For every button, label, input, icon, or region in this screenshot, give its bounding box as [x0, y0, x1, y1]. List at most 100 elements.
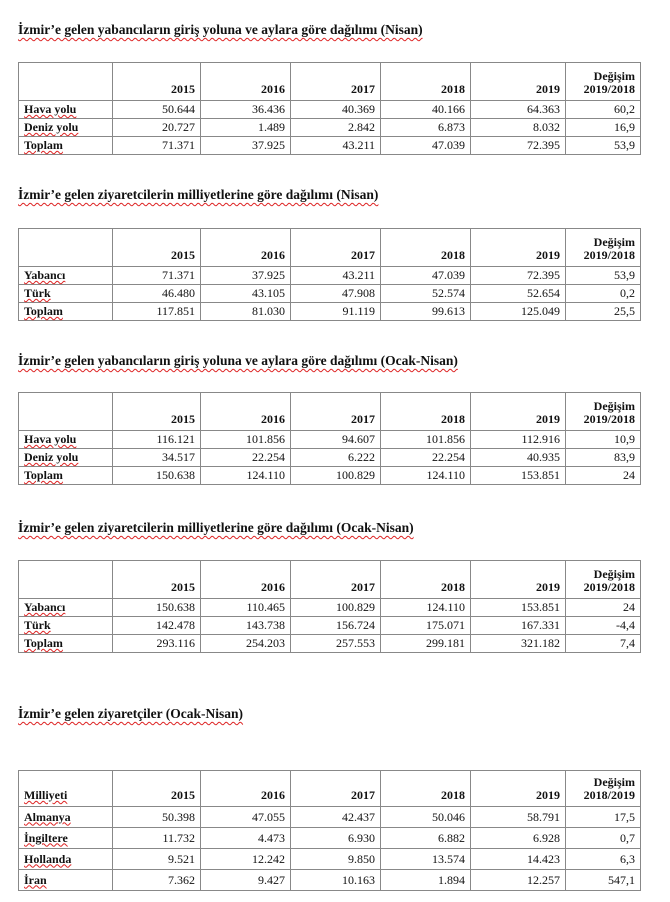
cell: 50.398 — [112, 806, 201, 828]
column-header: 2019 — [470, 770, 566, 807]
cell: 99.613 — [380, 302, 471, 321]
row-label: Yabancı — [18, 266, 113, 285]
column-header: 2018 — [380, 392, 471, 431]
column-header: 2018 — [380, 560, 471, 599]
cell: 52.654 — [470, 284, 566, 303]
row-label: Almanya — [18, 806, 113, 828]
cell: 71.371 — [112, 136, 201, 155]
cell: 6.928 — [470, 827, 566, 849]
cell: 11.732 — [112, 827, 201, 849]
cell: 153.851 — [470, 598, 566, 617]
column-header: 2015 — [112, 62, 201, 101]
row-label: İngiltere — [18, 827, 113, 849]
table-row: Hava yolu 116.121 101.856 94.607 101.856 112.… — [18, 430, 641, 449]
cell: 4.473 — [200, 827, 291, 849]
cell: 299.181 — [380, 634, 471, 653]
cell: 13.574 — [380, 848, 471, 870]
cell: 0,7 — [565, 827, 641, 849]
column-header: 2015 — [112, 770, 201, 807]
cell: 150.638 — [112, 466, 201, 485]
cell: 10.163 — [290, 869, 381, 891]
cell: 47.908 — [290, 284, 381, 303]
table-row: Deniz yolu 34.517 22.254 6.222 22.254 40.935 8… — [18, 448, 641, 467]
section-title: İzmir’e gelen yabancıların giriş yoluna … — [18, 353, 458, 368]
cell: 293.116 — [112, 634, 201, 653]
row-label: Toplam — [18, 136, 113, 155]
table-row: Toplam 117.851 81.030 91.119 99.613 125.049 25… — [18, 302, 641, 321]
row-label: Deniz yolu — [18, 118, 113, 137]
cell: 112.916 — [470, 430, 566, 449]
section-title: İzmir’e gelen yabancıların giriş yoluna … — [18, 22, 423, 37]
data-table: 2015 2016 2017 2018 2019 Değişim 2019/2018 Hav… — [18, 392, 641, 485]
data-table: 2015 2016 2017 2018 2019 Değişim 2019/2018 Hav… — [18, 62, 641, 155]
column-header: 2016 — [200, 392, 291, 431]
column-header: 2016 — [200, 770, 291, 807]
cell: 40.166 — [380, 100, 471, 119]
cell: 321.182 — [470, 634, 566, 653]
cell: 7.362 — [112, 869, 201, 891]
cell: 91.119 — [290, 302, 381, 321]
data-table: Milliyeti 2015 2016 2017 2018 2019 Değişim 201… — [18, 770, 641, 891]
cell: 0,2 — [565, 284, 641, 303]
cell: 125.049 — [470, 302, 566, 321]
table-row: Toplam 150.638 124.110 100.829 124.110 153.85… — [18, 466, 641, 485]
column-header: 2018 — [380, 62, 471, 101]
corner-header: Milliyeti — [18, 770, 113, 807]
cell: 9.521 — [112, 848, 201, 870]
header-row: 2015 2016 2017 2018 2019 Değişim 2019/2018 — [18, 560, 641, 599]
row-label: İran — [18, 869, 113, 891]
column-header: Değişim 2018/2019 — [565, 770, 641, 807]
cell: 547,1 — [565, 869, 641, 891]
section-title: İzmir’e gelen ziyaretcilerin milliyetler… — [18, 187, 379, 202]
column-header: Değişim 2019/2018 — [565, 228, 641, 267]
cell: 50.644 — [112, 100, 201, 119]
column-header: 2016 — [200, 560, 291, 599]
cell: 117.851 — [112, 302, 201, 321]
cell: 94.607 — [290, 430, 381, 449]
column-header: 2017 — [290, 62, 381, 101]
row-label: Türk — [18, 284, 113, 303]
header-row: 2015 2016 2017 2018 2019 Değişim 2019/2018 — [18, 62, 641, 101]
table-row: Yabancı 150.638 110.465 100.829 124.110 153.8… — [18, 598, 641, 617]
column-header: 2016 — [200, 228, 291, 267]
column-header: Değişim 2019/2018 — [565, 560, 641, 599]
header-row: Milliyeti 2015 2016 2017 2018 2019 Değişim 201… — [18, 770, 641, 807]
cell: 9.427 — [200, 869, 291, 891]
cell: 25,5 — [565, 302, 641, 321]
cell: 47.039 — [380, 266, 471, 285]
cell: 47.055 — [200, 806, 291, 828]
cell: 1.489 — [200, 118, 291, 137]
cell: 22.254 — [380, 448, 471, 467]
cell: 47.039 — [380, 136, 471, 155]
cell: 10,9 — [565, 430, 641, 449]
cell: 36.436 — [200, 100, 291, 119]
column-header: Değişim 2019/2018 — [565, 62, 641, 101]
data-table: 2015 2016 2017 2018 2019 Değişim 2019/2018 Yab… — [18, 560, 641, 653]
cell: 16,9 — [565, 118, 641, 137]
cell: 53,9 — [565, 136, 641, 155]
cell: 60,2 — [565, 100, 641, 119]
corner-header — [18, 62, 113, 101]
cell: 6.882 — [380, 827, 471, 849]
section-title: İzmir’e gelen ziyaretcilerin milliyetler… — [18, 520, 414, 535]
table-row: İran 7.362 9.427 10.163 1.894 12.257 547,1 — [18, 869, 641, 891]
cell: 40.369 — [290, 100, 381, 119]
cell: 81.030 — [200, 302, 291, 321]
column-header: 2016 — [200, 62, 291, 101]
cell: 6.222 — [290, 448, 381, 467]
cell: 83,9 — [565, 448, 641, 467]
table-row: İngiltere 11.732 4.473 6.930 6.882 6.928 0,7 — [18, 827, 641, 849]
column-header: Değişim 2019/2018 — [565, 392, 641, 431]
cell: 53,9 — [565, 266, 641, 285]
cell: 124.110 — [380, 466, 471, 485]
cell: 124.110 — [380, 598, 471, 617]
row-label: Toplam — [18, 466, 113, 485]
column-header: 2017 — [290, 392, 381, 431]
cell: 6.873 — [380, 118, 471, 137]
table-row: Hollanda 9.521 12.242 9.850 13.574 14.423 6,3 — [18, 848, 641, 870]
cell: 167.331 — [470, 616, 566, 635]
cell: 100.829 — [290, 466, 381, 485]
row-label: Yabancı — [18, 598, 113, 617]
column-header: 2017 — [290, 770, 381, 807]
column-header: 2018 — [380, 228, 471, 267]
